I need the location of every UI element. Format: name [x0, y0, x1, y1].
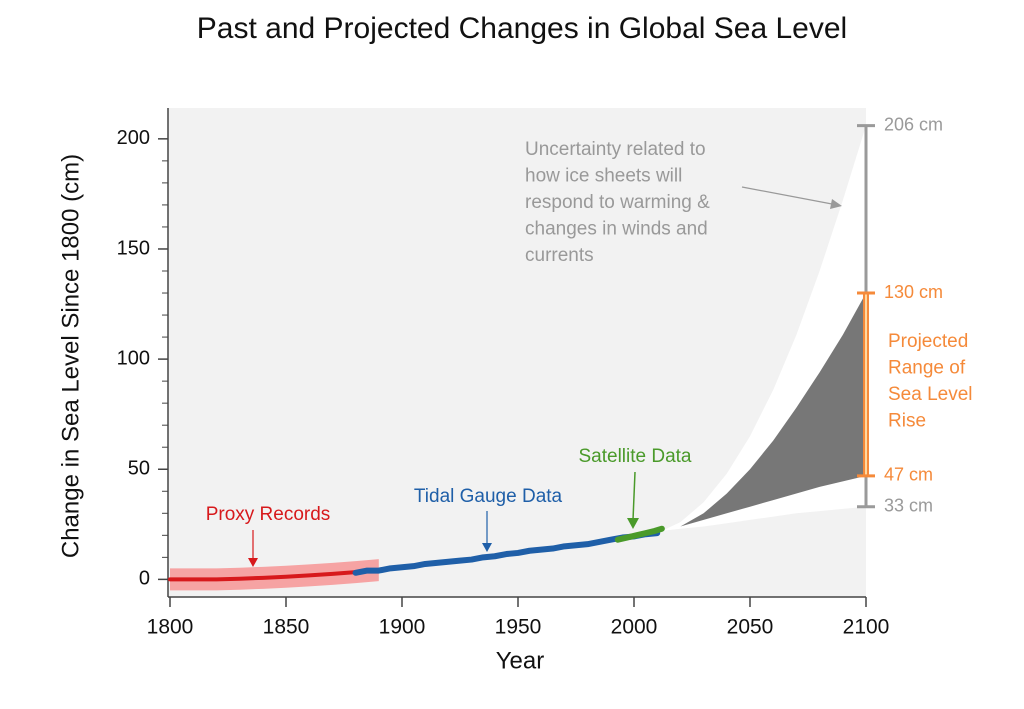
x-tick-label: 1800: [147, 616, 194, 639]
text-line: Sea Level: [888, 384, 973, 405]
y-axis-label: Change in Sea Level Since 1800 (cm): [57, 154, 84, 558]
series-line: [614, 525, 665, 543]
series-line: [352, 530, 661, 576]
chart-title: Past and Projected Changes in Global Sea…: [197, 12, 847, 45]
y-tick-label: 50: [128, 458, 150, 480]
text-line: respond to warming &: [525, 192, 710, 213]
annotation-arrow: [632, 471, 636, 521]
text-line: Projected: [888, 331, 968, 352]
uncertainty-note: Uncertainty related to how ice sheets wil…: [525, 139, 710, 266]
x-tick-label: 2050: [727, 616, 774, 639]
x-tick-label: 1850: [263, 616, 310, 639]
text-line: Range of: [888, 358, 966, 379]
arrow-head: [482, 543, 492, 552]
y-tick-label: 150: [117, 237, 150, 259]
annotation: Proxy Records: [206, 504, 331, 525]
annotation-arrow: [741, 186, 833, 205]
y-tick-label: 0: [139, 568, 150, 590]
text-line: Uncertainty related to: [525, 139, 706, 160]
y-tick-label: 100: [117, 347, 150, 369]
arrow-head: [627, 518, 639, 529]
text-line: Rise: [888, 411, 926, 432]
x-tick-label: 2000: [611, 616, 658, 639]
marks: [168, 125, 866, 591]
range-value-label: 47 cm: [884, 465, 933, 485]
x-axis-label: Year: [496, 647, 545, 674]
annotation: Tidal Gauge Data: [414, 486, 563, 507]
text-line: currents: [525, 245, 594, 266]
series-line: [168, 568, 381, 582]
projection-band: [661, 293, 866, 531]
y-tick-label: 200: [117, 127, 150, 149]
range-value-label: 33 cm: [884, 495, 933, 515]
x-tick-label: 2100: [843, 616, 890, 639]
x-tick-label: 1950: [495, 616, 542, 639]
text-line: how ice sheets will: [525, 166, 682, 187]
arrow-head: [248, 558, 258, 567]
range-value-label: 206 cm: [884, 114, 943, 134]
annotation: Satellite Data: [578, 446, 691, 467]
arrow-head: [830, 199, 842, 209]
x-tick-label: 1900: [379, 616, 426, 639]
range-value-label: 130 cm: [884, 282, 943, 302]
uncertainty-band: [170, 559, 379, 591]
text-line: changes in winds and: [525, 219, 708, 240]
range-label: Projected Range of Sea Level Rise: [888, 331, 973, 432]
